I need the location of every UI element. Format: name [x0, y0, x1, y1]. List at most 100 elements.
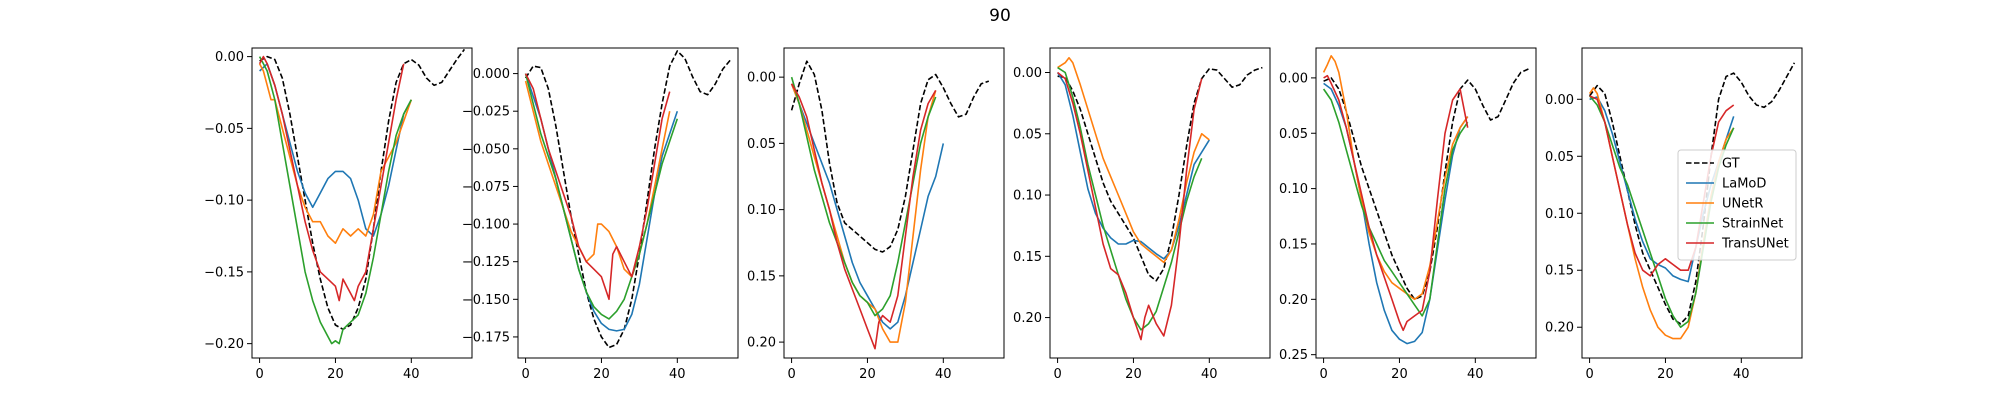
series-line-gt	[1057, 66, 1263, 282]
y-tick-label: −0.125	[462, 255, 510, 270]
series-line-unetr	[258, 63, 413, 244]
y-tick-label: 0.10	[747, 203, 776, 218]
series-line-gt	[259, 48, 466, 331]
series-lines	[258, 48, 466, 345]
y-tick-label: 0.05	[1013, 127, 1042, 142]
series-line-strainnet	[790, 76, 937, 317]
series-line-unetr	[1322, 55, 1469, 301]
subplot-5: 0 20 40 0.00 0.05 0.10 0.15 0.20 0.25	[1279, 47, 1537, 382]
y-tick-label: −0.10	[204, 194, 244, 209]
axes-frame	[1315, 47, 1537, 359]
series-lines	[1322, 55, 1529, 345]
x-tick-label: 40	[935, 367, 952, 382]
legend-label-unetr: UNetR	[1722, 197, 1763, 212]
legend-label-lamod: LaMoD	[1722, 177, 1766, 192]
y-tick-label: 0.10	[1013, 189, 1042, 204]
y-tick-label: 0.20	[1279, 293, 1308, 308]
y-tick-label: 0.15	[747, 269, 776, 284]
legend-frame	[1677, 149, 1797, 261]
legend: GT LaMoD UNetR StrainNet TransUNet	[1677, 149, 1797, 261]
x-tick-label: 20	[1125, 367, 1142, 382]
x-tick-label: 0	[787, 367, 795, 382]
y-tick-label: 0.05	[1279, 127, 1308, 142]
series-line-unetr	[524, 80, 671, 278]
y-tick-label: −0.100	[462, 218, 510, 233]
legend-label-strainnet: StrainNet	[1722, 217, 1783, 232]
x-tick-label: 40	[669, 367, 686, 382]
series-lines	[790, 60, 990, 350]
legend-label-gt: GT	[1722, 157, 1740, 172]
subplots: 0 20 400.00−0.05−0.10−0.15−0.200 20 400.000−…	[204, 47, 1803, 382]
series-line-transunet	[790, 83, 937, 350]
x-tick-label: 40	[403, 367, 420, 382]
y-tick-label: 0.05	[747, 137, 776, 152]
y-tick-label: 0.000	[473, 67, 510, 82]
series-line-unetr	[1057, 57, 1210, 264]
y-tick-label: 0.10	[1545, 207, 1574, 222]
y-tick-label: −0.15	[204, 265, 244, 280]
axes-frame	[1581, 47, 1803, 359]
series-lines	[524, 50, 732, 349]
y-tick-label: −0.05	[204, 122, 244, 137]
series-line-transunet	[1323, 74, 1469, 332]
y-tick-label: 0.00	[215, 50, 244, 65]
y-tick-label: 0.05	[1545, 150, 1574, 165]
axes-frame	[517, 47, 739, 359]
y-tick-label: 0.25	[1279, 348, 1308, 363]
series-line-transunet	[524, 73, 671, 301]
legend-label-transunet: TransUNet	[1721, 237, 1789, 252]
subplot-4: 0 20 40 0.00 0.05 0.10 0.15 0.20	[1013, 47, 1271, 382]
series-line-lamod	[1056, 72, 1210, 260]
y-tick-label: 0.20	[1545, 321, 1574, 336]
series-line-strainnet	[1057, 66, 1203, 331]
x-tick-label: 40	[1201, 367, 1218, 382]
y-tick-label: 0.00	[1013, 66, 1042, 81]
series-line-gt	[1323, 68, 1529, 301]
x-tick-label: 20	[327, 367, 344, 382]
x-tick-label: 0	[1053, 367, 1061, 382]
y-tick-label: −0.150	[462, 293, 510, 308]
series-line-strainnet	[524, 73, 679, 320]
x-tick-label: 0	[255, 367, 263, 382]
y-tick-label: 0.10	[1279, 182, 1308, 197]
series-line-transunet	[258, 55, 405, 302]
series-line-lamod	[790, 83, 945, 330]
y-tick-label: −0.175	[462, 330, 510, 345]
axes-frame	[1049, 47, 1271, 359]
series-line-unetr	[790, 83, 937, 343]
y-tick-label: −0.075	[462, 180, 510, 195]
series-line-strainnet	[1322, 88, 1469, 317]
x-tick-label: 0	[521, 367, 529, 382]
y-tick-label: 0.20	[747, 336, 776, 351]
axes-frame	[251, 47, 473, 359]
y-tick-label: 0.00	[1545, 93, 1574, 108]
y-tick-label: 0.15	[1545, 264, 1574, 279]
series-line-transunet	[1057, 71, 1203, 341]
x-tick-label: 0	[1585, 367, 1593, 382]
series-line-gt	[790, 60, 990, 253]
y-tick-label: −0.050	[462, 142, 510, 157]
y-tick-label: −0.025	[462, 105, 510, 120]
subplot-3: 0 20 40 0.00 0.05 0.10 0.15 0.20	[747, 47, 1005, 382]
x-tick-label: 20	[859, 367, 876, 382]
series-line-lamod	[524, 73, 679, 332]
series-line-strainnet	[258, 56, 413, 345]
axes-frame	[783, 47, 1005, 359]
x-tick-label: 20	[593, 367, 610, 382]
series-line-gt	[524, 50, 732, 349]
x-tick-label: 40	[1467, 367, 1484, 382]
series-line-lamod	[259, 63, 413, 237]
x-tick-label: 40	[1733, 367, 1750, 382]
y-tick-label: −0.20	[204, 337, 244, 352]
y-tick-label: 0.20	[1013, 311, 1042, 326]
figure-title: 90	[989, 6, 1011, 26]
x-tick-label: 20	[1657, 367, 1674, 382]
y-tick-label: 0.15	[1013, 250, 1042, 265]
series-lines	[1056, 57, 1263, 341]
x-tick-label: 20	[1391, 367, 1408, 382]
y-tick-label: 0.00	[747, 71, 776, 86]
x-tick-label: 0	[1319, 367, 1327, 382]
y-tick-label: 0.00	[1279, 71, 1308, 86]
subplot-2: 0 20 40 0.000 −0.025 −0.050 −0.075 −0.100 −0.125…	[462, 47, 739, 382]
